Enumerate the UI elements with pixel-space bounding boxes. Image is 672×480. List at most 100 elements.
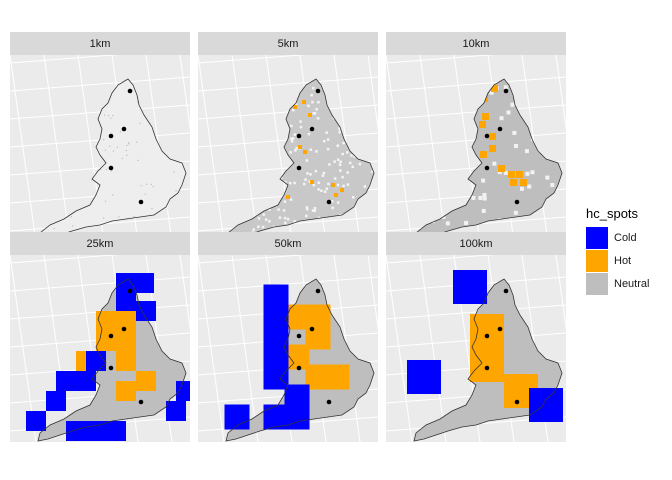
hotspot-cells: [26, 273, 190, 441]
grid-cell: [247, 122, 250, 125]
facet-panel-1km: 1km: [10, 32, 190, 242]
grid-cell: [104, 149, 107, 151]
grid-cell: [471, 195, 476, 200]
grid-cell: [489, 90, 494, 95]
grid-cell: [338, 163, 342, 167]
grid-cell: [150, 97, 152, 99]
grid-cell: [229, 201, 233, 205]
grid-cell: [125, 149, 127, 152]
facet-panel-50km: 50km: [198, 232, 378, 442]
grid-cell: [58, 206, 61, 208]
grid-cell: [247, 95, 250, 99]
grid-cell: [229, 220, 233, 224]
grid-cell: [289, 198, 293, 201]
grid-cell: [336, 158, 340, 161]
grid-cell: [258, 106, 261, 109]
hot-cell: [303, 150, 307, 154]
grid-cell: [229, 205, 233, 209]
grid-cell: [299, 120, 302, 123]
legend-label: Cold: [614, 231, 637, 244]
grid-cell: [38, 101, 40, 103]
city-point: [296, 333, 302, 339]
grid-cell: [338, 130, 341, 134]
grid-cell: [262, 189, 265, 193]
grid-cell: [53, 227, 55, 230]
grid-cell: [317, 188, 320, 191]
grid-cell: [244, 182, 248, 185]
hot-cell: [334, 193, 338, 197]
grid-cell: [144, 193, 146, 195]
neutral-cell: [170, 315, 186, 335]
grid-cell: [253, 79, 257, 82]
grid-cell: [61, 81, 63, 83]
hot-cell: [324, 364, 350, 390]
grid-cell: [482, 196, 487, 201]
grid-cell: [227, 109, 231, 112]
grid-cell: [328, 163, 331, 166]
facet-strip-label: 50km: [198, 232, 378, 255]
grid-cell: [305, 224, 308, 228]
neutral-cell: [226, 375, 243, 400]
neutral-cell: [542, 343, 562, 377]
map-svg: [198, 55, 378, 242]
grid-cell: [256, 179, 260, 182]
grid-cell: [422, 155, 427, 160]
cold-cell: [116, 273, 136, 293]
grid-cell: [247, 210, 251, 213]
city-point: [108, 133, 114, 139]
cold-cell: [166, 401, 186, 421]
grid-cell: [110, 117, 112, 119]
grid-cell: [341, 97, 345, 100]
grid-cell: [257, 217, 261, 220]
grid-cell: [63, 186, 65, 188]
legend-label: Neutral: [614, 277, 650, 290]
grid-cell: [445, 143, 450, 148]
city-point: [296, 165, 302, 171]
grid-cell: [336, 201, 340, 204]
cold-cell: [46, 391, 66, 411]
grid-cell: [305, 207, 309, 211]
city-point: [138, 399, 144, 405]
grid-cell: [103, 87, 105, 90]
grid-cell: [137, 159, 139, 162]
grid-cell: [377, 98, 378, 101]
grid-cell: [478, 195, 483, 200]
grid-cell: [232, 160, 236, 163]
cold-cell: [529, 388, 563, 422]
grid-cell: [70, 216, 72, 218]
map-plot: [386, 255, 566, 442]
grid-cell: [341, 175, 344, 179]
grid-cell: [103, 217, 105, 219]
grid-cell: [371, 170, 374, 173]
grid-cell: [364, 227, 368, 230]
grid-cell: [331, 85, 334, 88]
grid-cell: [85, 135, 87, 137]
grid-cell: [545, 175, 550, 180]
grid-cell: [304, 178, 307, 181]
grid-cell: [284, 180, 287, 184]
grid-cell: [530, 170, 535, 175]
grid-cell: [247, 117, 251, 121]
cold-cell: [453, 270, 487, 304]
hot-cell: [480, 151, 487, 158]
grid-cell: [316, 117, 320, 120]
city-point: [127, 288, 133, 294]
grid-cell: [550, 182, 555, 187]
grid-cell: [227, 126, 230, 129]
grid-cell: [339, 160, 342, 164]
neutral-cell: [440, 377, 474, 411]
hot-cell: [293, 105, 297, 109]
grid-cell: [112, 150, 115, 152]
hot-cell: [340, 188, 344, 192]
grid-cell: [173, 119, 176, 122]
grid-cell: [290, 124, 293, 128]
map-plot: [386, 55, 566, 242]
grid-cell: [322, 171, 326, 175]
hotspot-cells: [407, 270, 563, 441]
grid-cell: [97, 93, 99, 95]
grid-cell: [311, 209, 315, 212]
grid-cell: [347, 132, 351, 135]
grid-cell: [226, 212, 230, 215]
grid-cell: [339, 169, 342, 172]
grid-cell: [296, 75, 299, 78]
